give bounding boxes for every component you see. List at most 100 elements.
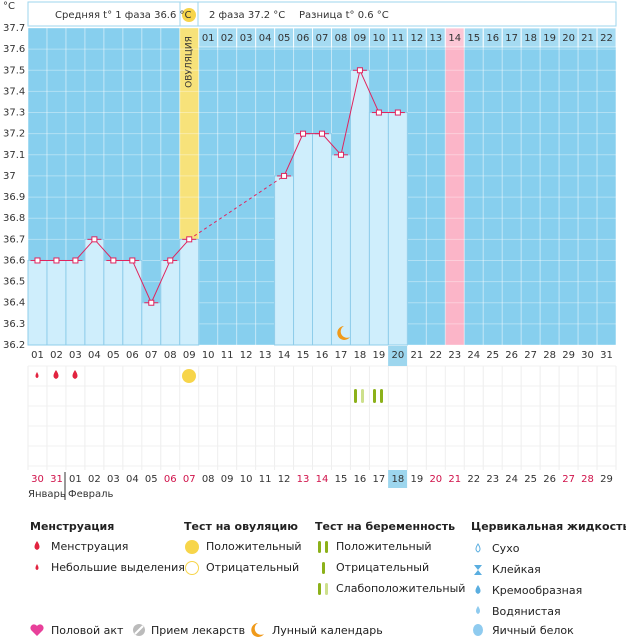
bar <box>312 133 332 346</box>
cycle-day-label: 03 <box>240 33 253 44</box>
x-tick-label: 26 <box>505 350 518 361</box>
legend-item: Положительный <box>336 540 432 553</box>
legend-item: Прием лекарств <box>151 624 245 637</box>
month-label: Февраль <box>68 489 114 500</box>
symbols <box>35 326 383 403</box>
legend-item: Положительный <box>206 540 302 553</box>
date-label: 22 <box>467 474 480 485</box>
today-highlight <box>388 346 408 366</box>
y-tick-label: 37.1 <box>3 150 25 161</box>
legend-title: Тест на беременность <box>315 520 455 533</box>
legend-icon <box>475 585 481 594</box>
y-tick-label: 36.8 <box>3 213 25 224</box>
date-label: 16 <box>354 474 367 485</box>
point <box>53 257 60 264</box>
x-tick-label: 03 <box>69 350 82 361</box>
x-tick-label: 19 <box>373 350 386 361</box>
cycle-day-label: 04 <box>259 33 272 44</box>
x-tick-label: 08 <box>164 350 177 361</box>
cycle-day-label: 07 <box>316 33 329 44</box>
x-tick-label: 28 <box>543 350 556 361</box>
date-label: 01 <box>69 474 82 485</box>
legend-icon <box>322 562 325 574</box>
y-tick-label: 36.3 <box>3 319 25 330</box>
date-label: 29 <box>600 474 613 485</box>
cycle-day-label: 21 <box>581 33 594 44</box>
y-tick-label: 37.7 <box>3 23 25 34</box>
cycle-day-label: 14 <box>448 33 461 44</box>
bar <box>349 69 370 346</box>
point <box>394 109 401 116</box>
point <box>148 299 155 306</box>
point <box>337 151 344 158</box>
x-tick-label: 10 <box>202 350 215 361</box>
x-tick-label: 24 <box>467 350 480 361</box>
y-tick-label: 36.4 <box>3 298 25 309</box>
date-label: 05 <box>145 474 158 485</box>
x-tick-label: 16 <box>316 350 329 361</box>
cycle-day-label: 09 <box>354 33 367 44</box>
x-tick-label: 07 <box>145 350 158 361</box>
legend-title: Менструация <box>30 520 114 533</box>
bar <box>293 133 314 346</box>
cycle-day-label: 13 <box>429 33 442 44</box>
date-label: 02 <box>88 474 101 485</box>
point <box>281 172 288 179</box>
legend-icon <box>474 565 482 575</box>
x-tick-label: 01 <box>31 350 44 361</box>
gap-connector <box>188 175 285 240</box>
marks <box>27 67 408 346</box>
x-tick-label: 21 <box>410 350 423 361</box>
point <box>91 236 98 243</box>
legend-icon <box>325 583 328 595</box>
bar <box>160 259 181 346</box>
legend-item: Слабоположительный <box>336 582 465 595</box>
date-label: 31 <box>50 474 63 485</box>
sun-icon <box>182 8 196 22</box>
header-box <box>27 1 617 27</box>
x-tick-label: 17 <box>335 350 348 361</box>
highlight-column <box>445 28 465 345</box>
date-label: 28 <box>581 474 594 485</box>
y-tick-label: 37.2 <box>3 129 25 140</box>
x-tick-label: 11 <box>221 350 234 361</box>
month-label: Январь <box>28 489 66 500</box>
cycle-day-label: 06 <box>297 33 310 44</box>
date-label: 07 <box>183 474 196 485</box>
legend-item: Половой акт <box>51 624 124 637</box>
cycle-day-label: 15 <box>467 33 480 44</box>
today-highlight <box>388 470 408 488</box>
point <box>110 257 117 264</box>
legend-icon <box>473 624 483 636</box>
x-tick-label: 05 <box>107 350 120 361</box>
cycle-day-label: 02 <box>221 33 234 44</box>
date-label: 06 <box>164 474 177 485</box>
date-label: 30 <box>31 474 44 485</box>
cycle-day-label: 05 <box>278 33 291 44</box>
date-label: 04 <box>126 474 139 485</box>
point <box>34 257 41 264</box>
bar <box>27 259 48 346</box>
y-tick-label: 37.5 <box>3 65 25 76</box>
bar <box>179 238 200 346</box>
date-label: 19 <box>410 474 423 485</box>
legend-icon <box>185 561 199 575</box>
cycle-day-label: 19 <box>543 33 556 44</box>
drop <box>72 370 78 379</box>
point <box>319 130 325 137</box>
y-tick-label: 36.9 <box>3 192 25 203</box>
y-tick-label: 36.7 <box>3 234 25 245</box>
x-tick-label: 13 <box>259 350 272 361</box>
legend-icon <box>251 623 264 637</box>
date-label: 23 <box>486 474 499 485</box>
cycle-day-label: 22 <box>600 33 613 44</box>
drop-small <box>35 372 39 378</box>
date-label: 11 <box>259 474 272 485</box>
point <box>300 130 307 137</box>
cycle-day-label: 17 <box>505 33 518 44</box>
cycle-day-cell <box>596 27 617 48</box>
bar <box>103 259 124 346</box>
x-tick-label: 04 <box>88 350 101 361</box>
